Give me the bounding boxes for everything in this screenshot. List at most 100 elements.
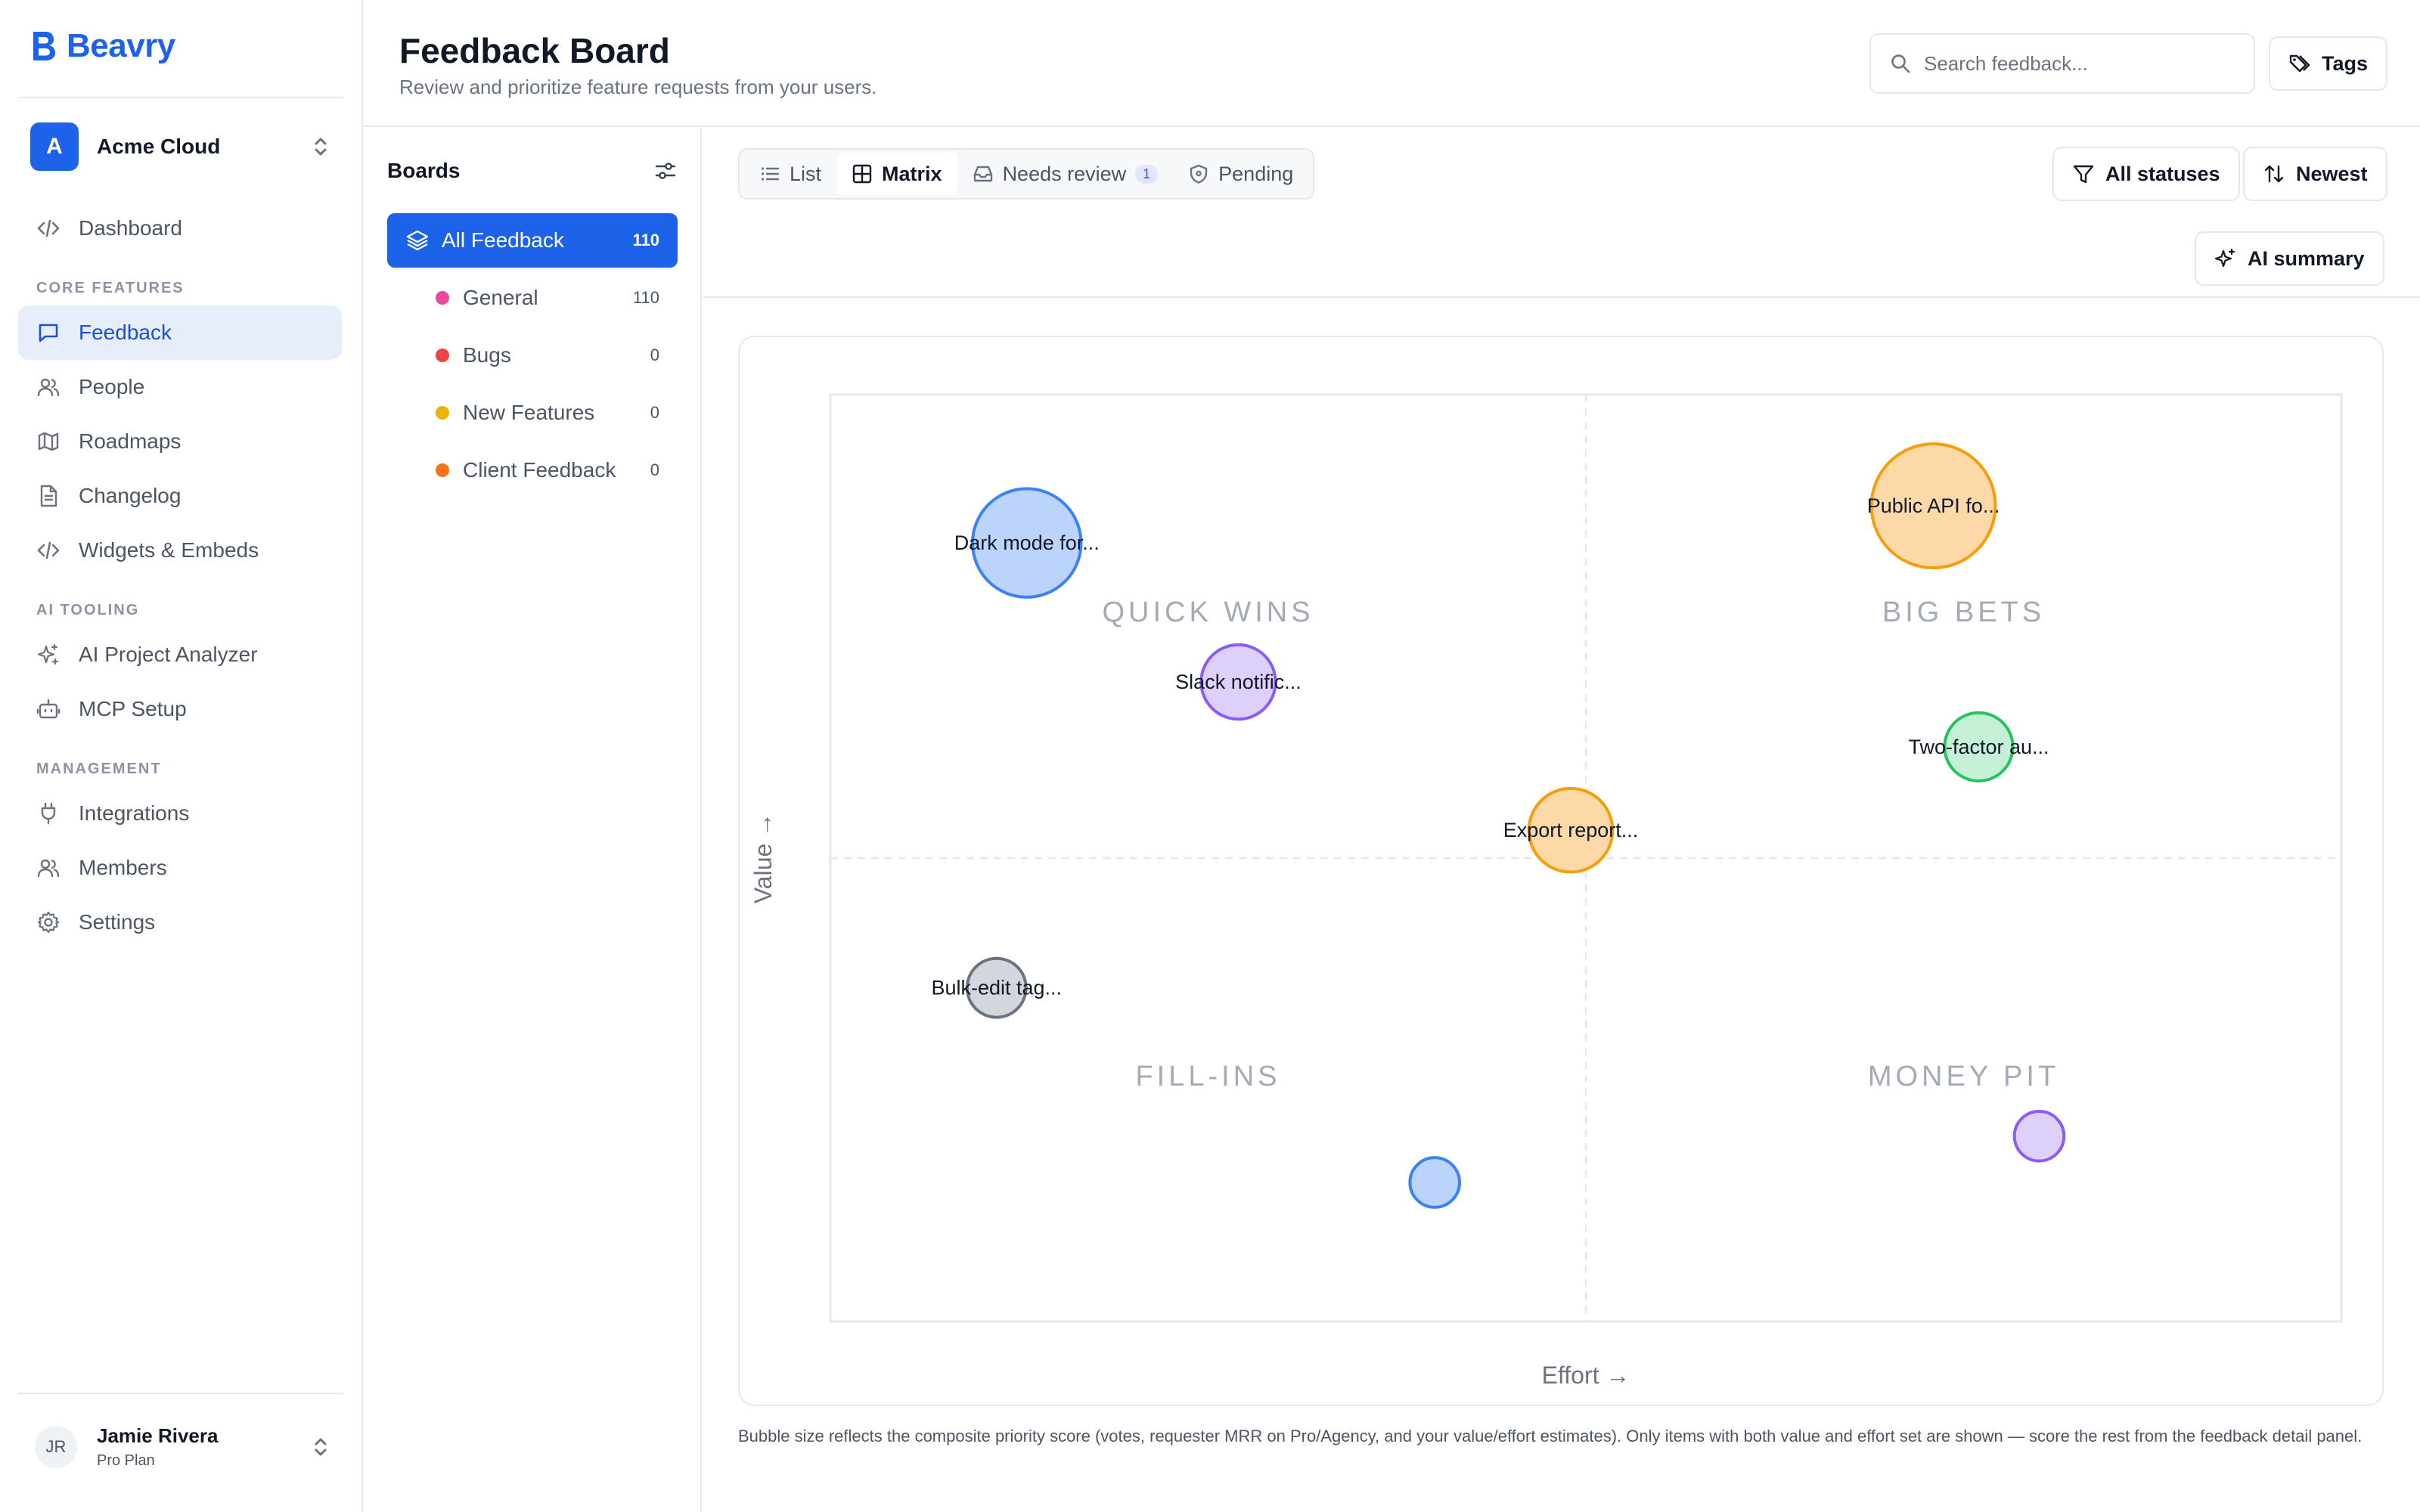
chevron-up-down-icon [315, 138, 327, 156]
tab-matrix[interactable]: Matrix [836, 153, 957, 195]
nav-widgets-embeds[interactable]: Widgets & Embeds [18, 523, 342, 578]
nav-label: Roadmaps [79, 429, 182, 453]
tab-label: Pending [1218, 162, 1294, 185]
app-name: Beavry [67, 27, 175, 64]
search-icon [1891, 54, 1910, 73]
chevron-up-down-icon [315, 1438, 327, 1456]
nav-label: People [79, 375, 145, 398]
feedback-bubble[interactable] [1869, 442, 1997, 570]
board-name: New Features [463, 401, 595, 424]
section-core-features: CORE FEATURES [36, 280, 185, 296]
board-bugs[interactable]: Bugs 0 [387, 328, 678, 383]
nav-label: Members [79, 856, 167, 879]
nav-changelog[interactable]: Changelog [18, 469, 342, 523]
plug-icon [41, 802, 56, 825]
nav-label: Integrations [79, 801, 190, 825]
board-count: 0 [650, 460, 659, 479]
nav-dashboard[interactable]: Dashboard [18, 201, 342, 256]
nav-settings[interactable]: Settings [18, 895, 342, 950]
tab-label: List [790, 162, 822, 185]
nav-label: Dashboard [79, 216, 182, 240]
nav-ai-project-analyzer[interactable]: AI Project Analyzer [18, 627, 342, 682]
quadrant-money-pit: MONEY PIT [1868, 1061, 2059, 1092]
nav-label: MCP Setup [79, 697, 187, 720]
shield-icon [1190, 164, 1208, 184]
app-logo[interactable]: Beavry [30, 27, 175, 65]
tags-label: Tags [2322, 51, 2369, 75]
nav-feedback[interactable]: Feedback [18, 305, 342, 360]
nav-label: Widgets & Embeds [79, 538, 259, 562]
board-name: All Feedback [442, 228, 564, 252]
workspace-switcher[interactable]: A Acme Cloud [30, 122, 331, 171]
feedback-bubble[interactable] [1408, 1156, 1462, 1209]
nav-people[interactable]: People [18, 360, 342, 414]
board-color-dot [436, 349, 449, 362]
ai-summary-button[interactable]: AI summary [2195, 231, 2384, 286]
map-icon [38, 432, 59, 451]
view-tabs: List Matrix Needs review 1 Pending [738, 148, 1315, 200]
tag-icon [2289, 54, 2310, 73]
settings-sliders-icon[interactable] [653, 159, 678, 183]
board-all-feedback[interactable]: All Feedback 110 [387, 213, 678, 268]
bubble-label: Two-factor au... [1908, 736, 2049, 758]
page-title: Feedback Board [399, 31, 670, 70]
nav-integrations[interactable]: Integrations [18, 786, 342, 841]
board-color-dot [436, 406, 449, 420]
tags-button[interactable]: Tags [2269, 36, 2388, 91]
ai-summary-label: AI summary [2248, 246, 2365, 270]
users-icon [37, 859, 60, 878]
boards-title: Boards [387, 159, 461, 182]
feedback-bubble[interactable] [1199, 643, 1277, 721]
feedback-bubble[interactable] [2012, 1110, 2066, 1163]
board-name: Client Feedback [463, 458, 616, 482]
matrix-footnote: Bubble size reflects the composite prior… [738, 1427, 2363, 1445]
feedback-bubble[interactable] [970, 487, 1083, 599]
message-square-icon [39, 324, 58, 342]
user-menu[interactable]: JR Jamie Rivera Pro Plan [35, 1418, 331, 1476]
tab-list[interactable]: List [744, 153, 836, 195]
divider [18, 1393, 343, 1394]
sparkles-icon [37, 643, 59, 665]
feedback-bubble[interactable] [1943, 711, 2015, 782]
divider [18, 97, 343, 98]
feedback-bubble[interactable] [1527, 786, 1615, 874]
sort-button[interactable]: Newest [2243, 147, 2387, 201]
user-name: Jamie Rivera [97, 1424, 219, 1447]
status-filter-button[interactable]: All statuses [2052, 147, 2240, 201]
users-icon [37, 378, 60, 397]
tab-pending[interactable]: Pending [1173, 153, 1308, 195]
nav-mcp-setup[interactable]: MCP Setup [18, 682, 342, 736]
board-count: 110 [632, 288, 659, 307]
bubble-label: Dark mode for... [954, 531, 1100, 554]
list-icon [761, 167, 780, 181]
board-new-features[interactable]: New Features 0 [387, 386, 678, 440]
bubble-label: Bulk-edit tag... [931, 977, 1062, 999]
gear-icon [37, 911, 60, 934]
board-client-feedback[interactable]: Client Feedback 0 [387, 443, 678, 497]
tab-needs-review[interactable]: Needs review 1 [957, 153, 1174, 195]
y-axis-label: Value → [749, 813, 777, 903]
workspace-name: Acme Cloud [97, 135, 221, 158]
main-content: List Matrix Needs review 1 Pending All s… [703, 129, 2420, 1512]
search-box[interactable] [1869, 33, 2255, 94]
board-count: 0 [650, 345, 659, 364]
nav-label: Changelog [79, 484, 182, 507]
filter-icon [2073, 165, 2094, 184]
nav-label: AI Project Analyzer [79, 643, 258, 666]
bubble-label: Export report... [1503, 819, 1639, 841]
priority-matrix: QUICK WINS BIG BETS FILL-INS MONEY PIT Dark… [738, 336, 2384, 1406]
priority-matrix-chart: QUICK WINS BIG BETS FILL-INS MONEY PIT Dark… [749, 393, 2343, 1389]
feedback-bubble[interactable] [965, 956, 1028, 1019]
workspace-avatar: A [30, 122, 79, 171]
search-input[interactable] [1924, 51, 2226, 76]
quadrant-quick-wins: QUICK WINS [1102, 596, 1314, 628]
board-general[interactable]: General 110 [387, 271, 678, 325]
nav-roadmaps[interactable]: Roadmaps [18, 414, 342, 469]
page-subtitle: Review and prioritize feature requests f… [399, 76, 877, 98]
layers-icon [406, 230, 429, 251]
nav-members[interactable]: Members [18, 841, 342, 895]
page-header: Feedback Board Review and prioritize fea… [365, 0, 2420, 127]
tab-label: Matrix [882, 162, 942, 185]
x-axis-label: Effort → [1542, 1362, 1630, 1389]
sort-arrows-icon [2264, 165, 2284, 183]
